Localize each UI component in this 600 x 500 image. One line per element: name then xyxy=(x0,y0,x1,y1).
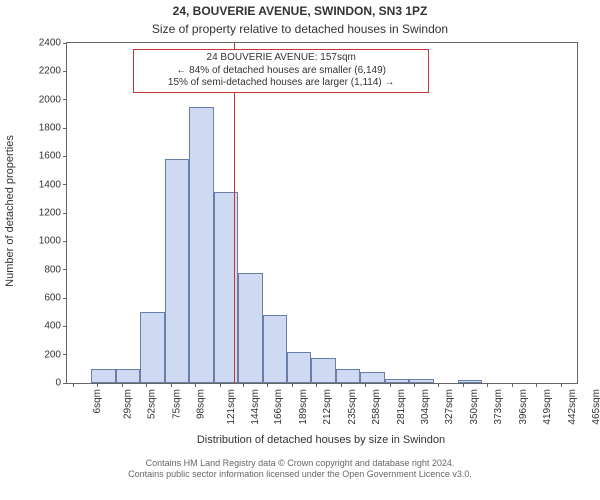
x-tick xyxy=(267,383,268,387)
page-title: 24, BOUVERIE AVENUE, SWINDON, SN3 1PZ xyxy=(0,4,600,18)
x-tick xyxy=(463,383,464,387)
x-axis-label: Distribution of detached houses by size … xyxy=(66,434,576,446)
y-tick xyxy=(63,184,67,185)
histogram-bar xyxy=(336,369,360,383)
x-tick xyxy=(122,383,123,387)
x-tick xyxy=(220,383,221,387)
histogram-bar xyxy=(409,379,433,383)
footer-attribution: Contains HM Land Registry data © Crown c… xyxy=(0,458,600,481)
y-tick-label: 2400 xyxy=(39,38,61,49)
y-tick-label: 1600 xyxy=(39,151,61,162)
y-tick xyxy=(63,213,67,214)
x-tick-label: 373sqm xyxy=(493,389,504,425)
x-tick xyxy=(97,383,98,387)
histogram-bar xyxy=(116,369,140,383)
histogram-bar xyxy=(287,352,311,383)
y-tick-label: 1000 xyxy=(39,236,61,247)
histogram-plot: 0200400600800100012001400160018002000220… xyxy=(66,42,578,384)
x-tick-label: 52sqm xyxy=(147,389,158,419)
y-tick xyxy=(63,354,67,355)
footer-line-1: Contains HM Land Registry data © Crown c… xyxy=(0,458,600,469)
y-tick-label: 400 xyxy=(44,321,61,332)
x-tick xyxy=(365,383,366,387)
x-tick-label: 442sqm xyxy=(567,389,578,425)
histogram-bar xyxy=(140,312,164,383)
y-tick-label: 1200 xyxy=(39,208,61,219)
annotation-line-1: 24 BOUVERIE AVENUE: 157sqm xyxy=(138,52,424,65)
x-tick xyxy=(561,383,562,387)
y-tick-label: 200 xyxy=(44,349,61,360)
x-tick xyxy=(512,383,513,387)
x-tick xyxy=(414,383,415,387)
y-tick xyxy=(63,156,67,157)
y-tick xyxy=(63,269,67,270)
y-tick xyxy=(63,241,67,242)
x-tick xyxy=(390,383,391,387)
x-tick xyxy=(243,383,244,387)
footer-line-2: Contains public sector information licen… xyxy=(0,469,600,480)
histogram-bar xyxy=(189,107,213,383)
x-tick-label: 121sqm xyxy=(226,389,237,425)
x-tick-label: 327sqm xyxy=(445,389,456,425)
y-tick-label: 1800 xyxy=(39,123,61,134)
x-tick xyxy=(316,383,317,387)
y-tick-label: 800 xyxy=(44,264,61,275)
x-tick xyxy=(73,383,74,387)
y-tick xyxy=(63,128,67,129)
histogram-bar xyxy=(91,369,115,383)
x-tick xyxy=(438,383,439,387)
page-subtitle: Size of property relative to detached ho… xyxy=(0,22,600,36)
y-tick xyxy=(63,326,67,327)
x-tick-label: 166sqm xyxy=(273,389,284,425)
histogram-bar xyxy=(360,372,384,383)
annotation-box: 24 BOUVERIE AVENUE: 157sqm ← 84% of deta… xyxy=(133,49,429,93)
x-tick-label: 396sqm xyxy=(518,389,529,425)
x-tick-label: 419sqm xyxy=(542,389,553,425)
x-tick-label: 75sqm xyxy=(171,389,182,419)
y-axis-label: Number of detached properties xyxy=(4,41,16,381)
x-tick xyxy=(341,383,342,387)
histogram-bar xyxy=(263,315,287,383)
x-tick-label: 350sqm xyxy=(469,389,480,425)
y-tick xyxy=(63,298,67,299)
x-tick-label: 258sqm xyxy=(371,389,382,425)
histogram-bar xyxy=(311,358,335,384)
x-tick xyxy=(146,383,147,387)
x-tick-label: 281sqm xyxy=(396,389,407,425)
y-tick xyxy=(63,71,67,72)
x-tick xyxy=(292,383,293,387)
x-tick xyxy=(195,383,196,387)
x-tick-label: 29sqm xyxy=(122,389,133,419)
annotation-line-3: 15% of semi-detached houses are larger (… xyxy=(138,77,424,90)
x-tick-label: 189sqm xyxy=(298,389,309,425)
y-tick xyxy=(63,43,67,44)
x-tick xyxy=(171,383,172,387)
x-tick-label: 465sqm xyxy=(591,389,600,425)
y-tick-label: 1400 xyxy=(39,179,61,190)
y-tick-label: 2200 xyxy=(39,66,61,77)
y-tick-label: 2000 xyxy=(39,94,61,105)
y-tick xyxy=(63,383,67,384)
x-tick-label: 304sqm xyxy=(420,389,431,425)
x-tick xyxy=(536,383,537,387)
histogram-bar xyxy=(458,380,482,383)
histogram-bar xyxy=(238,273,262,384)
y-tick-label: 0 xyxy=(55,378,61,389)
annotation-line-2: ← 84% of detached houses are smaller (6,… xyxy=(138,65,424,78)
x-tick-label: 235sqm xyxy=(347,389,358,425)
y-tick xyxy=(63,99,67,100)
x-tick-label: 98sqm xyxy=(196,389,207,419)
histogram-bar xyxy=(165,159,189,383)
y-tick-label: 600 xyxy=(44,293,61,304)
x-tick-label: 212sqm xyxy=(322,389,333,425)
reference-line xyxy=(234,43,235,383)
x-tick xyxy=(487,383,488,387)
histogram-bar xyxy=(385,379,409,383)
x-tick-label: 144sqm xyxy=(250,389,261,425)
x-tick-label: 6sqm xyxy=(92,389,103,413)
